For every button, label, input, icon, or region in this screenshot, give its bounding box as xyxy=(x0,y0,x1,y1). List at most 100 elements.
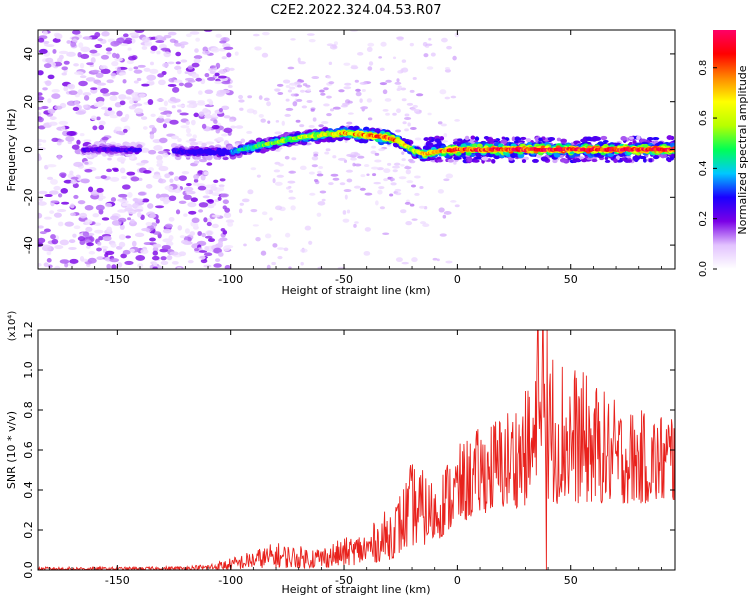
spectrogram-cell xyxy=(214,80,223,85)
spectrogram-cell xyxy=(400,209,407,214)
spectrogram-cell xyxy=(56,141,62,146)
spectrogram-cell xyxy=(556,137,562,142)
spectrogram-cell xyxy=(273,169,281,173)
spectrogram-cell xyxy=(110,215,119,221)
spectrogram-cell xyxy=(158,79,166,86)
spectrogram-cell xyxy=(414,137,422,141)
spectrogram-cell xyxy=(316,212,322,217)
spectrogram-cell xyxy=(578,156,585,160)
spectrogram-cell xyxy=(158,165,169,172)
spectrogram-cell xyxy=(282,79,291,84)
spectrogram-cell xyxy=(189,31,200,35)
spectrogram-cell xyxy=(193,178,199,183)
spectrogram-cell xyxy=(345,169,353,173)
spectrogram-cell xyxy=(323,87,329,91)
spectrogram-cell xyxy=(261,31,270,36)
spectrogram-cell xyxy=(238,94,244,100)
spectrogram-cell xyxy=(312,117,317,122)
spectrogram-cell xyxy=(354,163,362,167)
colorbar-label: Normalized spectral amplitude xyxy=(736,65,749,234)
spectrogram-cell xyxy=(153,261,158,267)
spectrogram-cell xyxy=(95,204,105,211)
spectrogram-cell xyxy=(229,119,235,123)
spectrogram-cell xyxy=(197,231,203,236)
spectrogram-cell xyxy=(218,108,223,113)
spectrogram-cell xyxy=(111,264,117,269)
spectrogram-cell xyxy=(50,179,58,185)
spectrogram-cell xyxy=(196,101,206,106)
spectrogram-cell xyxy=(141,227,151,232)
spectrogram-panel: -150 -100 -50 0 50 -40 -20 0 20 40 Height of str… xyxy=(5,29,676,297)
spectrogram-cell xyxy=(256,174,261,178)
spectrogram-cell xyxy=(337,266,346,269)
spectrogram-cell xyxy=(217,196,222,201)
spectrogram-cell xyxy=(110,40,120,47)
spectrogram-cell xyxy=(38,111,42,116)
spectrogram-cell xyxy=(124,113,130,120)
spectrogram-cell xyxy=(137,191,146,196)
spectrogram-cell xyxy=(46,176,54,180)
spectrogram-cell xyxy=(102,92,111,97)
spectrogram-cell xyxy=(198,111,205,117)
spectrogram-cell xyxy=(357,52,364,56)
spectrogram-cell xyxy=(347,100,353,104)
spectrogram-cell xyxy=(337,157,346,161)
spectrogram-cell xyxy=(261,211,268,216)
spectrogram-cell xyxy=(366,98,373,103)
spectrogram-cell xyxy=(311,156,319,161)
spectrogram-cell xyxy=(110,197,117,202)
spectrogram-cell xyxy=(291,157,297,161)
spectrogram-cell xyxy=(414,192,420,196)
spectrogram-cell xyxy=(389,193,394,197)
spectrogram-cell xyxy=(623,159,632,163)
spectrogram-cell xyxy=(311,76,320,80)
spectrogram-cell xyxy=(114,126,122,132)
spectrogram-cell xyxy=(132,96,141,102)
spectrogram-cell xyxy=(90,87,98,91)
spectrogram-cell xyxy=(439,136,445,141)
spectrogram-cell xyxy=(383,178,389,182)
spectrogram-cell xyxy=(405,165,410,169)
snr-y-tick-label: 1.0 xyxy=(22,361,35,379)
spectrogram-cell xyxy=(160,47,171,51)
spectrogram-cell xyxy=(267,120,271,124)
spectrogram-cell xyxy=(439,89,447,95)
spectrogram-cell xyxy=(211,192,221,197)
spectrogram-cell xyxy=(266,101,271,107)
spectrogram-cell xyxy=(187,259,194,264)
spectrogram-cell xyxy=(366,46,373,52)
spectrogram-cell xyxy=(436,159,443,163)
spectrogram-cell xyxy=(100,106,109,110)
spectrogram-cell xyxy=(414,175,421,179)
spectrogram-cell xyxy=(163,100,168,107)
spectrogram-cell xyxy=(201,123,207,129)
spectrogram-cell xyxy=(560,138,567,143)
spectrogram-cell xyxy=(604,159,611,163)
spectrogram-cell xyxy=(238,99,245,103)
spectrogram-cell xyxy=(454,119,461,122)
spectrogram-cell xyxy=(82,231,90,237)
spectrogram-cell xyxy=(276,174,285,178)
spectrogram-cell xyxy=(96,256,105,261)
spectrogram-cell xyxy=(91,69,100,73)
spectrogram-cell xyxy=(201,232,206,238)
spectrogram-cell xyxy=(411,218,418,221)
spectrogram-cell xyxy=(409,89,415,93)
spectrogram-cell xyxy=(445,260,453,264)
spectrogram-cell xyxy=(317,170,322,174)
spectrogram-cell xyxy=(118,234,126,240)
spectrogram-cell xyxy=(198,250,208,253)
spectrogram-cell xyxy=(101,217,110,221)
spectrogram-cell xyxy=(457,138,463,142)
spectrogram-cell xyxy=(130,176,140,182)
spectrogram-cell xyxy=(162,123,168,129)
spectrogram-cell xyxy=(559,158,568,163)
spectrogram-cell xyxy=(464,135,470,141)
spectrogram-cell xyxy=(371,145,376,149)
spectrogram-cell xyxy=(447,158,454,163)
spectrogram-cell xyxy=(355,91,362,97)
spectrogram-cell xyxy=(100,54,110,60)
spectrogram-cell xyxy=(636,135,641,140)
spectrogram-cell xyxy=(74,99,80,106)
spectrogram-cell xyxy=(167,31,177,36)
